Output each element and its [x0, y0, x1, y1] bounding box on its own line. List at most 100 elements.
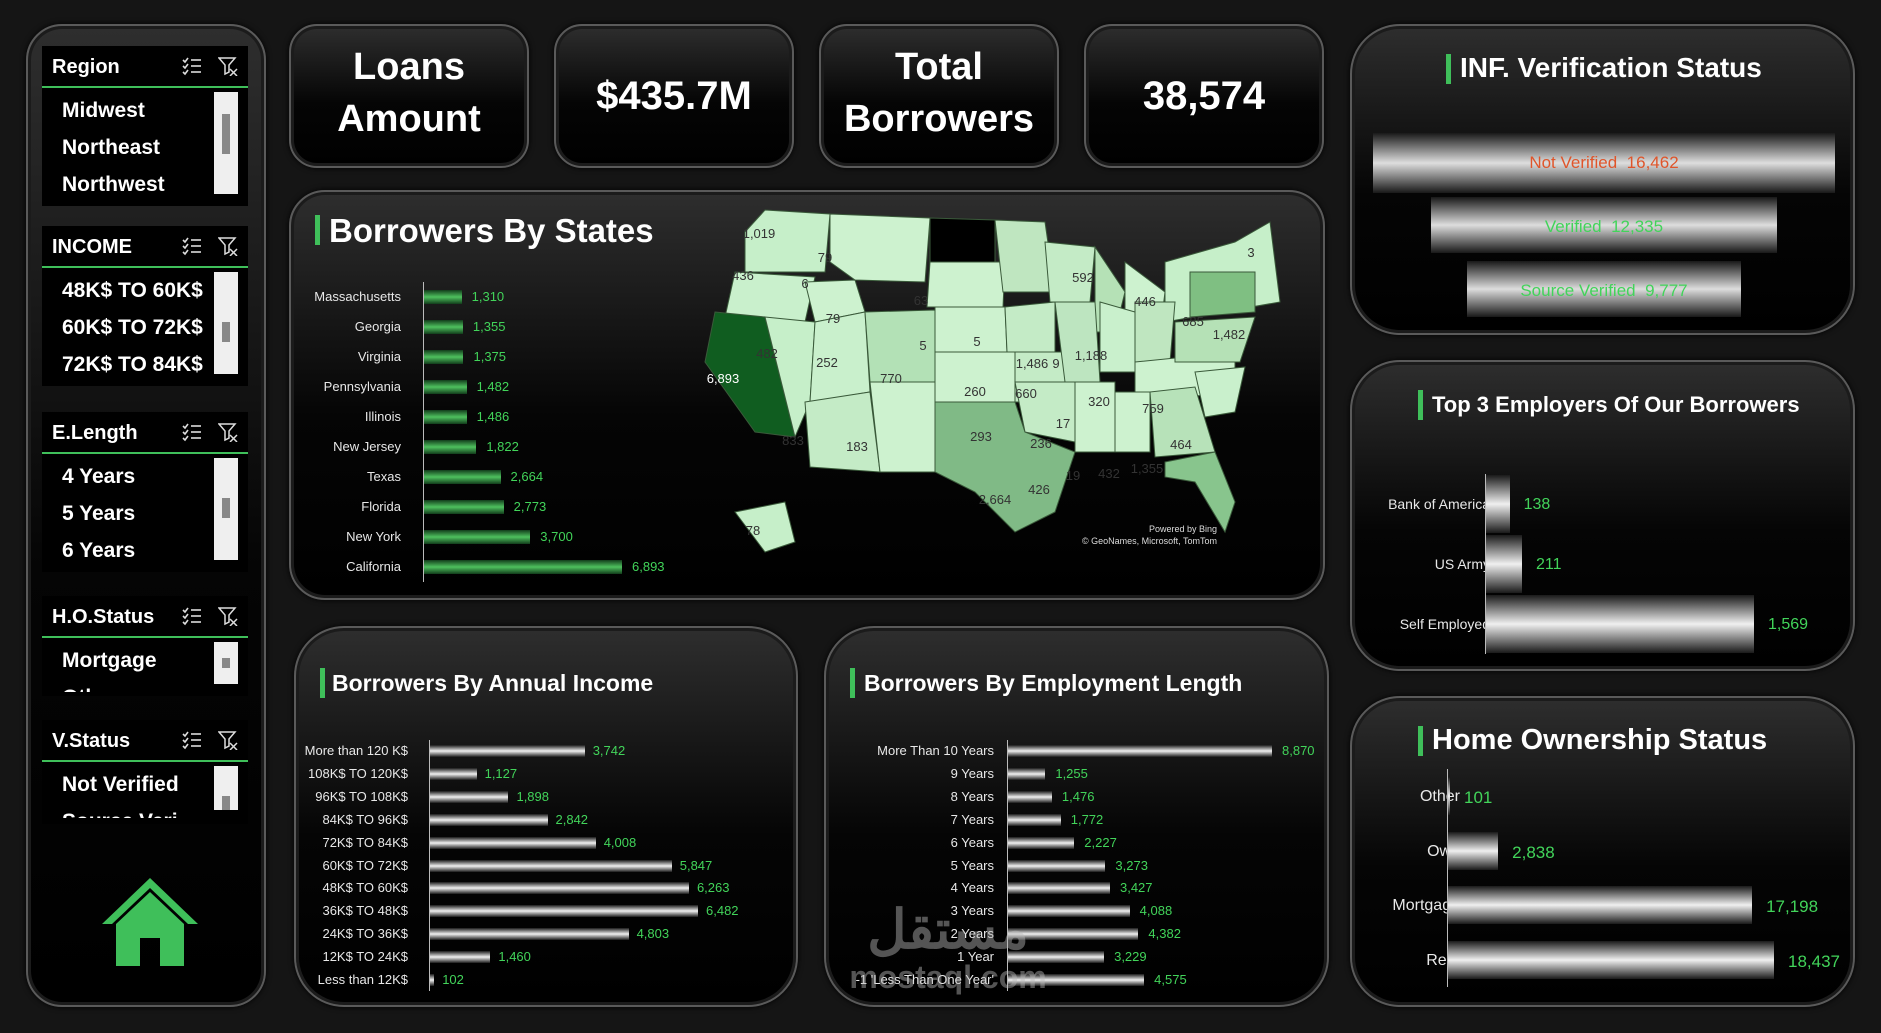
kpi-loans-label-line2: Amount: [337, 98, 481, 140]
slicer-item[interactable]: Northwest: [62, 173, 165, 196]
bar: [424, 530, 531, 544]
map-state-value: 6: [801, 276, 808, 291]
bar: [424, 290, 462, 304]
slicer-scroll-thumb[interactable]: [222, 796, 230, 810]
kpi-total-borrowers-value-card: 38,574: [1084, 24, 1324, 168]
value-label: 102: [442, 972, 464, 987]
category-label: 108K$ TO 120K$: [308, 765, 408, 781]
bar: [1448, 940, 1774, 979]
category-label: 2 Years: [950, 926, 994, 942]
kpi-borrowers-value: 38,574: [1142, 74, 1266, 118]
slicer-scroll-thumb[interactable]: [222, 322, 230, 342]
funnel-gap: [1617, 153, 1626, 172]
slicer-2: INCOME 48K$ TO 60K$ 60K$ TO 72K$ 72K$ TO 84…: [42, 226, 248, 386]
funnel-bar: [1466, 261, 1742, 317]
value-label: 6,263: [696, 880, 730, 896]
slicer-item[interactable]: Mortgage: [62, 649, 157, 672]
bar: [430, 767, 477, 780]
bar: [424, 410, 467, 424]
slicer-scrollbar[interactable]: [214, 766, 238, 810]
bar: [1008, 905, 1130, 918]
slicer-scrollbar[interactable]: [214, 272, 238, 374]
map-state-value: 2,664: [979, 492, 1012, 507]
category-label: 84K$ TO 96K$: [322, 811, 408, 827]
funnel-value: 9,777: [1645, 281, 1688, 300]
slicer-item[interactable]: 72K$ TO 84K$: [62, 353, 203, 376]
multi-select-icon[interactable]: [182, 56, 202, 76]
slicer-item[interactable]: 6 Years: [62, 539, 136, 562]
kpi-loans-value: $435.7M: [596, 74, 752, 118]
multi-select-icon[interactable]: [182, 236, 202, 256]
panel-title: Top 3 Employers Of Our Borrowers: [1432, 392, 1800, 417]
category-label: 72K$ TO 84K$: [322, 834, 408, 850]
slicer-4: H.O.Status Mortgage Other: [42, 596, 248, 696]
slicer-header: E.Length: [42, 412, 248, 454]
map-state-value: 5: [919, 338, 926, 353]
funnel-bar: [1430, 197, 1778, 253]
value-label: 1,460: [498, 949, 531, 965]
category-label: Rent: [1426, 951, 1460, 969]
map-state-value: 592: [1072, 270, 1094, 285]
slicer-item[interactable]: 60K$ TO 72K$: [62, 316, 203, 339]
map-state-value: 432: [1098, 466, 1120, 481]
value-label: 3,427: [1119, 880, 1153, 896]
value-label: 2,838: [1512, 842, 1555, 862]
map-state-value: 770: [880, 371, 902, 386]
slicer-3: E.Length 4 Years 5 Years 6 Years: [42, 412, 248, 572]
category-label: New York: [346, 529, 401, 544]
slicer-5: V.Status Not Verified Source Veri...: [42, 720, 248, 824]
map-state-value: 5: [973, 334, 980, 349]
multi-select-icon[interactable]: [182, 730, 202, 750]
value-label: 1,822: [486, 439, 519, 454]
slicer-item[interactable]: Midwest: [62, 99, 145, 122]
slicer-item[interactable]: 4 Years: [62, 465, 136, 488]
map-state-value: 1,482: [1213, 327, 1246, 342]
slicer-header: V.Status: [42, 720, 248, 762]
slicer-title: INCOME: [52, 236, 132, 258]
map-state-value: 19: [1066, 468, 1080, 483]
value-label: 8,870: [1282, 743, 1315, 758]
clear-filter-icon[interactable]: [217, 606, 238, 627]
bar: [424, 350, 464, 364]
map-state-value: 63: [914, 293, 928, 308]
slicer-item[interactable]: Source Veri...: [52, 803, 212, 818]
category-label: Mortgage: [1392, 897, 1460, 914]
slicer-item[interactable]: Northeast: [62, 136, 161, 159]
clear-filter-icon[interactable]: [217, 730, 238, 751]
bar: [1008, 951, 1105, 964]
value-label: 1,476: [1061, 788, 1095, 804]
clear-filter-icon[interactable]: [217, 422, 238, 443]
bar: [1008, 859, 1106, 872]
title-accent: [320, 668, 325, 698]
slicer-title: V.Status: [52, 730, 131, 752]
multi-select-icon[interactable]: [182, 422, 202, 442]
multi-select-icon[interactable]: [182, 606, 202, 626]
map-state-value: 446: [1134, 294, 1156, 309]
panel-title: Borrowers By States: [329, 212, 654, 249]
clear-filter-icon[interactable]: [217, 236, 238, 257]
map-state-value: 1,019: [743, 226, 776, 241]
bar: [1008, 813, 1061, 826]
verification-status-panel: INF. Verification Status Not Verified 16…: [1350, 24, 1855, 335]
home-button[interactable]: [98, 874, 202, 975]
category-label: 96K$ TO 108K$: [315, 788, 408, 804]
map-state-value: 6,893: [707, 371, 740, 386]
category-label: Other: [1419, 788, 1460, 805]
slicer-header: Region: [42, 46, 248, 88]
slicer-scroll-thumb[interactable]: [222, 498, 230, 518]
bar: [430, 836, 596, 849]
category-label: Less than 12K$: [317, 972, 408, 987]
slicer-item[interactable]: 48K$ TO 60K$: [62, 279, 203, 302]
slicer-item[interactable]: Other: [52, 679, 212, 692]
slicer-item[interactable]: 5 Years: [62, 502, 136, 525]
slicer-scroll-thumb[interactable]: [222, 114, 230, 154]
slicer-scroll-thumb[interactable]: [222, 658, 230, 668]
clear-filter-icon[interactable]: [217, 56, 238, 77]
slicer-scrollbar[interactable]: [214, 92, 238, 194]
slicer-scrollbar[interactable]: [214, 458, 238, 560]
funnel-category: Source Verified: [1520, 281, 1636, 300]
slicer-scrollbar[interactable]: [214, 642, 238, 684]
slicer-header: INCOME: [42, 226, 248, 268]
kpi-loans-amount-value-card: $435.7M: [554, 24, 794, 168]
slicer-item[interactable]: Not Verified: [62, 773, 179, 796]
